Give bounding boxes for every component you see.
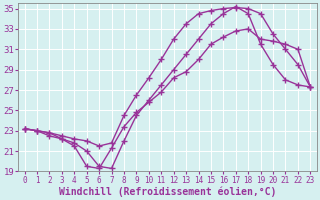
X-axis label: Windchill (Refroidissement éolien,°C): Windchill (Refroidissement éolien,°C) [59, 186, 276, 197]
